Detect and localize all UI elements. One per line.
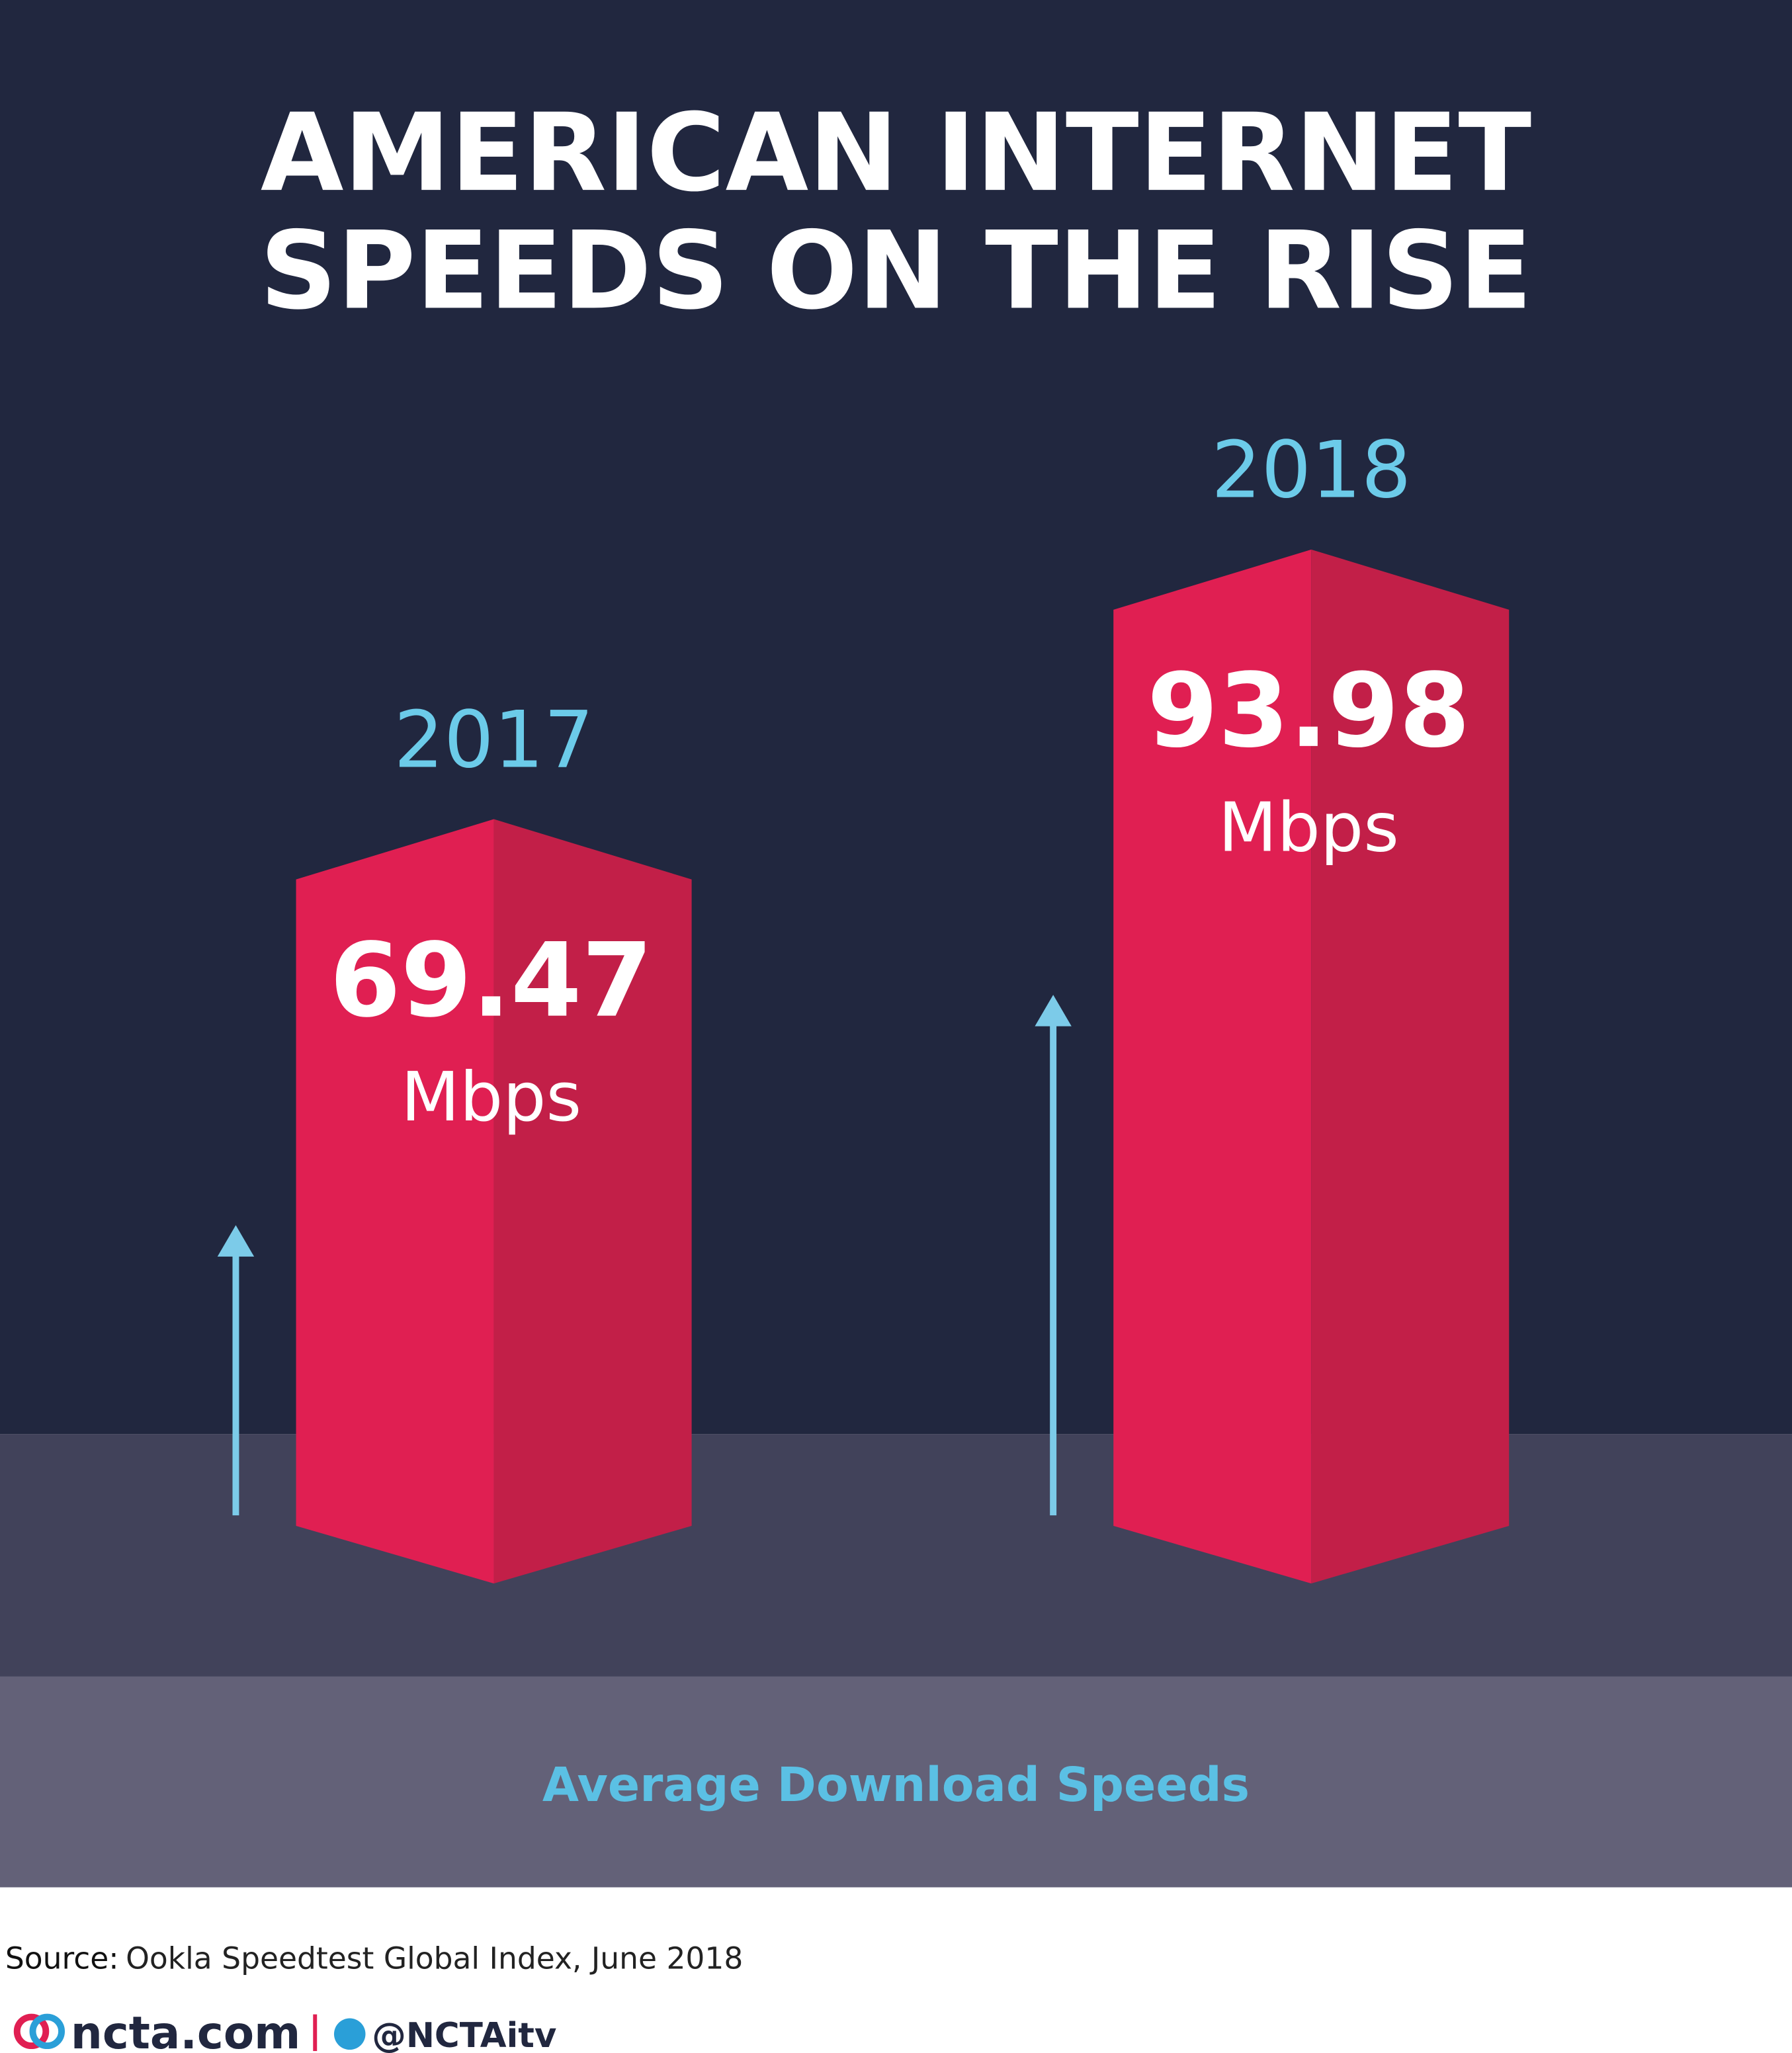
source-label: Source:: [5, 1941, 119, 1976]
value-label: 69.47: [329, 922, 653, 1040]
source: Ookla Speedtest Global Index, June 2018: [126, 1941, 743, 1976]
title-line: AMERICAN INTERNET: [261, 91, 1531, 216]
value-label: 93.98: [1147, 652, 1471, 771]
unit-label: Mbps: [1218, 788, 1399, 867]
bar: [296, 819, 494, 1584]
unit-label: Mbps: [401, 1058, 581, 1137]
footer-band: [0, 1887, 1792, 2053]
bar-side: [493, 819, 692, 1584]
floor: [0, 1434, 1792, 1678]
logo-ring: [29, 2013, 65, 2050]
arrow-head: [217, 1225, 255, 1257]
divider: [313, 2014, 318, 2052]
site: ncta.com: [71, 2007, 300, 2053]
arrow-head: [1035, 995, 1072, 1026]
logo-ring: [13, 2013, 50, 2050]
handle: @NCTAitv: [372, 2016, 556, 2053]
twitter-icon: [333, 2018, 366, 2050]
bar: [1113, 549, 1312, 1584]
bar-side: [1311, 549, 1510, 1584]
category-label: 2018: [1211, 425, 1411, 517]
caption: Average Download Speeds: [542, 1757, 1250, 1812]
title-line: SPEEDS ON THE RISE: [260, 208, 1533, 333]
caption-band: [0, 1676, 1792, 1888]
category-label: 2017: [394, 694, 593, 786]
